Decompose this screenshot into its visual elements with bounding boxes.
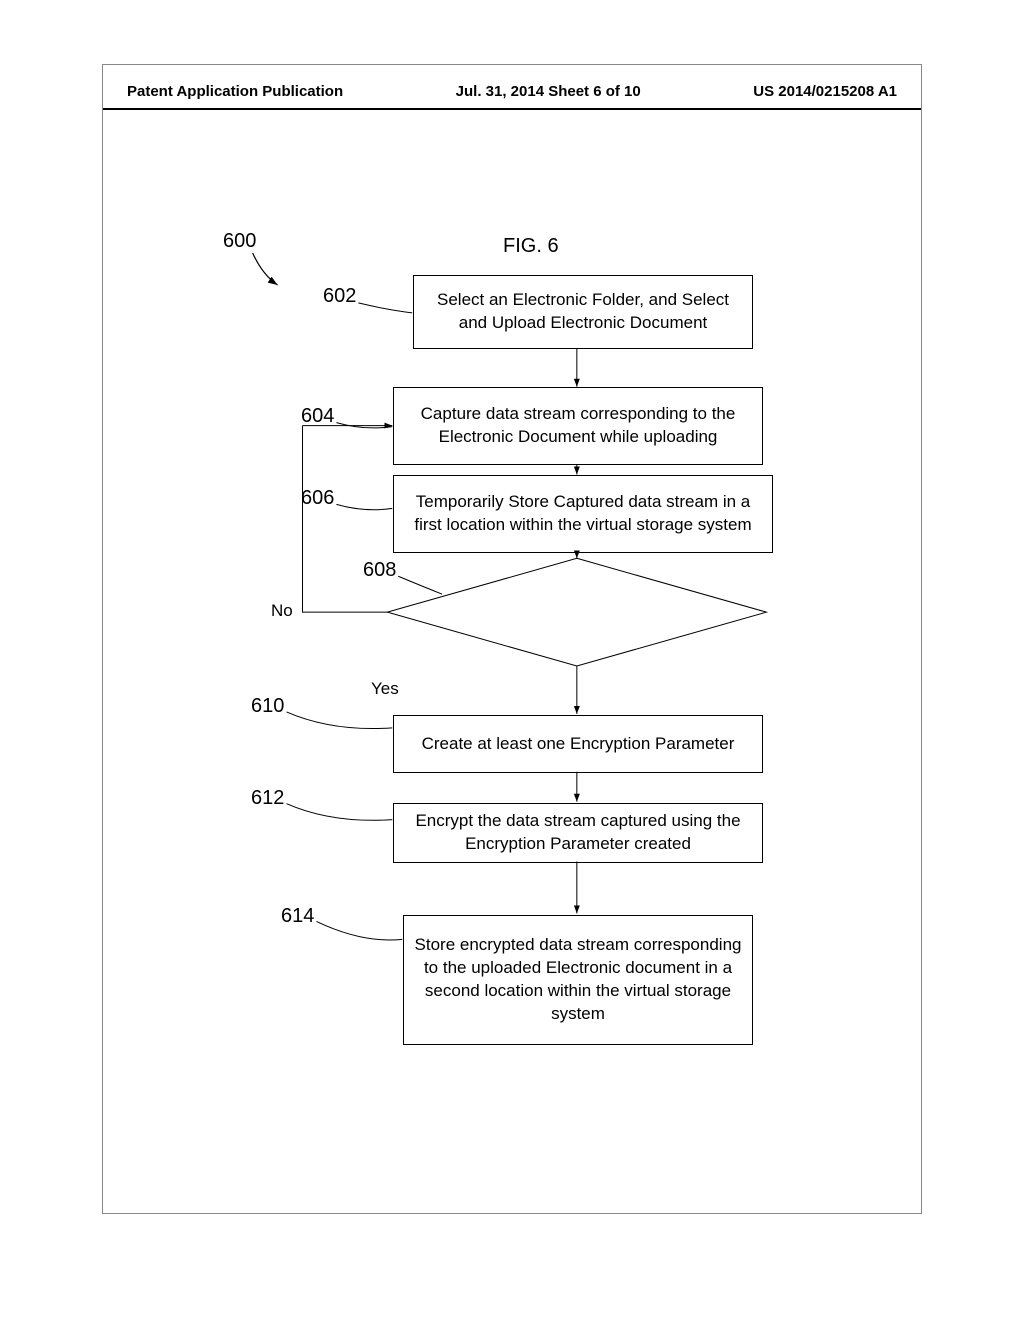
header-mid: Jul. 31, 2014 Sheet 6 of 10 (456, 83, 641, 100)
box-602-text: Select an Electronic Folder, and Select … (424, 289, 742, 335)
box-606: Temporarily Store Captured data stream i… (393, 475, 773, 553)
box-610: Create at least one Encryption Parameter (393, 715, 763, 773)
ref-602: 602 (323, 285, 356, 308)
box-604-text: Capture data stream corresponding to the… (404, 403, 752, 449)
header-left: Patent Application Publication (127, 83, 343, 100)
page-header: Patent Application Publication Jul. 31, … (103, 65, 921, 110)
ref-610: 610 (251, 695, 284, 718)
header-right: US 2014/0215208 A1 (753, 83, 897, 100)
ref-612: 612 (251, 787, 284, 810)
box-610-text: Create at least one Encryption Parameter (422, 733, 735, 756)
ref-main-label: 600 (223, 230, 256, 253)
ref-614: 614 (281, 905, 314, 928)
figure-title: FIG. 6 (503, 235, 559, 258)
ref-608: 608 (363, 559, 396, 582)
ref-606: 606 (301, 487, 334, 510)
box-602: Select an Electronic Folder, and Select … (413, 275, 753, 349)
box-612-text: Encrypt the data stream captured using t… (404, 810, 752, 856)
diamond-608-text: Determine if upload process has been com… (478, 583, 678, 626)
box-614: Store encrypted data stream correspondin… (403, 915, 753, 1045)
yes-label: Yes (371, 679, 399, 699)
page-frame: Patent Application Publication Jul. 31, … (102, 64, 922, 1214)
box-606-text: Temporarily Store Captured data stream i… (404, 491, 762, 537)
box-612: Encrypt the data stream captured using t… (393, 803, 763, 863)
flowchart-diagram: FIG. 6 600 602 604 606 608 610 612 614 Y… (103, 135, 921, 1213)
no-label: No (271, 601, 293, 621)
box-604: Capture data stream corresponding to the… (393, 387, 763, 465)
ref-604: 604 (301, 405, 334, 428)
box-614-text: Store encrypted data stream correspondin… (414, 934, 742, 1026)
